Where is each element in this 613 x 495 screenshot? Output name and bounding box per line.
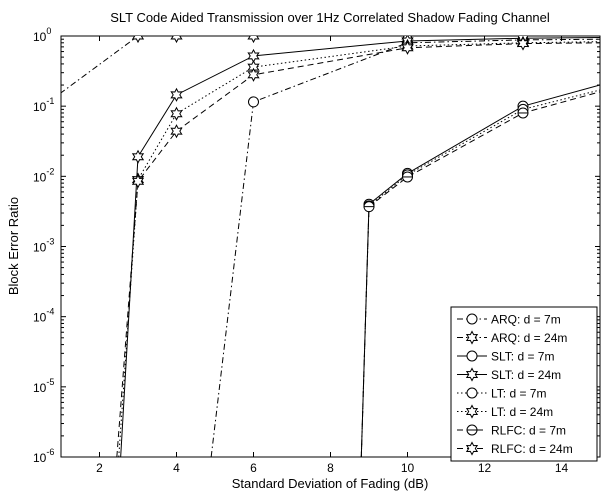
x-tick-label: 10 [401, 461, 415, 475]
legend-entry: RLFC: d = 24m [491, 442, 573, 456]
series-marker [170, 87, 183, 102]
legend-entry: SLT: d = 7m [491, 350, 554, 364]
series-marker [465, 404, 479, 419]
x-tick-label: 12 [478, 461, 492, 475]
series-marker [465, 330, 479, 345]
legend-entry: LT: d = 7m [491, 387, 546, 401]
series-marker [516, 36, 530, 51]
x-tick-label: 2 [96, 461, 103, 475]
series-marker [131, 149, 145, 164]
x-tick-label: 6 [250, 461, 257, 475]
series-marker [465, 367, 479, 382]
legend-entry: ARQ: d = 7m [491, 313, 561, 327]
y-tick-label: 10-4 [33, 307, 54, 325]
y-tick-label: 10-5 [33, 377, 54, 395]
series-marker [466, 313, 478, 325]
series-marker [170, 106, 183, 121]
y-tick-label: 10-2 [33, 166, 54, 184]
series-marker [247, 36, 260, 44]
x-tick-label: 14 [555, 461, 569, 475]
y-axis-label: Block Error Ratio [6, 197, 21, 295]
series-marker [170, 36, 183, 44]
series-marker [466, 350, 478, 362]
series-marker [247, 67, 260, 82]
legend-entry: ARQ: d = 24m [491, 331, 567, 345]
series-marker [248, 96, 259, 108]
series-marker [466, 387, 478, 399]
series-line [61, 36, 600, 94]
y-tick-label: 10-3 [33, 237, 54, 255]
legend-entry: SLT: d = 24m [491, 368, 561, 382]
legend-entry: LT: d = 24m [491, 405, 553, 419]
x-tick-label: 8 [327, 461, 334, 475]
x-tick-label: 4 [173, 461, 180, 475]
series-marker [401, 40, 414, 55]
series-marker [131, 174, 145, 189]
x-axis-label: Standard Deviation of Fading (dB) [232, 476, 429, 491]
y-tick-label: 10-1 [33, 96, 54, 114]
series [360, 91, 600, 457]
series-marker [465, 441, 479, 456]
series-layer [61, 36, 600, 457]
y-tick-label: 100 [33, 26, 51, 44]
axis-ticks: 2 4 6 8 10 12 14 10-6 10-5 10-4 10-3 10-2 10-1 100 [33, 26, 600, 475]
series-marker [131, 36, 145, 44]
legend-box [450, 306, 598, 462]
chart-title: SLT Code Aided Transmission over 1Hz Cor… [110, 10, 550, 25]
series [116, 36, 600, 457]
legend-entry: RLFC: d = 7m [491, 424, 566, 438]
legend: ARQ: d = 7m ARQ: d = 24m SLT: d = 7m SLT: d… [450, 306, 598, 462]
y-tick-label: 10-6 [33, 447, 54, 465]
series-marker [170, 124, 183, 139]
